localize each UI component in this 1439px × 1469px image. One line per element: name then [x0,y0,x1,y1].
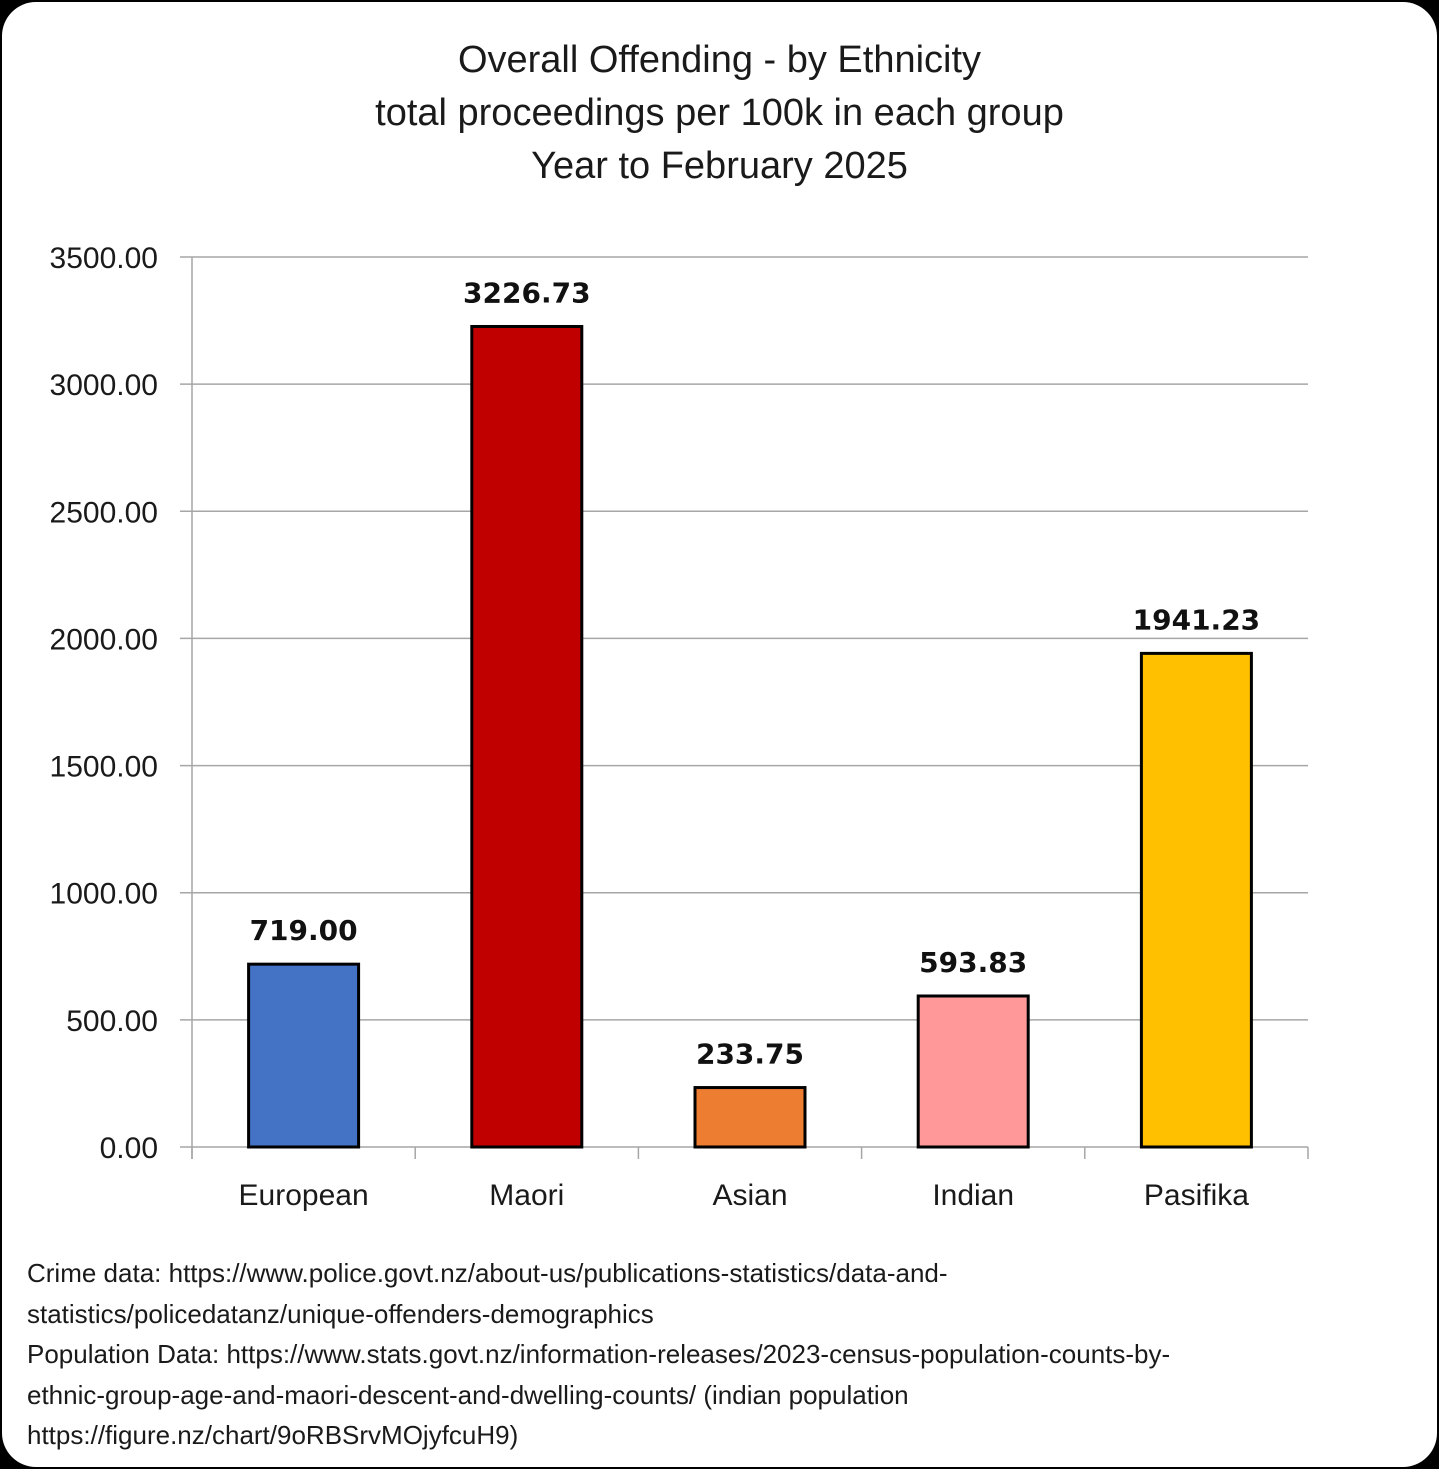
source-line: Crime data: https://www.police.govt.nz/a… [27,1258,948,1288]
source-line: Population Data: https://www.stats.govt.… [27,1339,1171,1369]
y-tick-label: 3500.00 [50,242,158,275]
source-notes: Crime data: https://www.police.govt.nz/a… [27,1253,1427,1456]
y-tick-label: 2500.00 [50,496,158,529]
chart-title: Overall Offending - by Ethnicity [457,39,982,81]
data-label: 1941.23 [1133,603,1261,636]
bar-pasifika [1139,651,1253,1149]
bar-asian [693,1086,807,1149]
bar-indian [916,994,1030,1149]
bar-maori [470,324,584,1149]
category-label: Maori [489,1179,564,1212]
bar-european [247,962,361,1149]
source-line: statistics/policedatanz/unique-offenders… [27,1298,654,1329]
y-tick-label: 1500.00 [50,751,158,784]
data-label: 233.75 [696,1038,804,1071]
category-label: European [239,1179,369,1212]
y-tick-label: 2000.00 [50,623,158,656]
category-label: Indian [932,1179,1014,1212]
data-label: 3226.73 [463,276,591,309]
chart-period: Year to February 2025 [531,145,908,187]
data-label: 593.83 [919,946,1027,979]
data-label: 719.00 [250,914,358,947]
source-line: https://figure.nz/chart/9oRBSrvMOjyfcuH9… [27,1420,519,1450]
y-tick-label: 3000.00 [50,369,158,402]
y-tick-label: 500.00 [66,1005,158,1038]
category-label: Asian [712,1179,787,1212]
y-tick-label: 1000.00 [50,878,158,911]
chart-subtitle: total proceedings per 100k in each group [375,92,1064,134]
source-line: ethnic-group-age-and-maori-descent-and-d… [27,1379,909,1410]
y-tick-label: 0.00 [100,1132,158,1165]
category-label: Pasifika [1144,1179,1249,1212]
